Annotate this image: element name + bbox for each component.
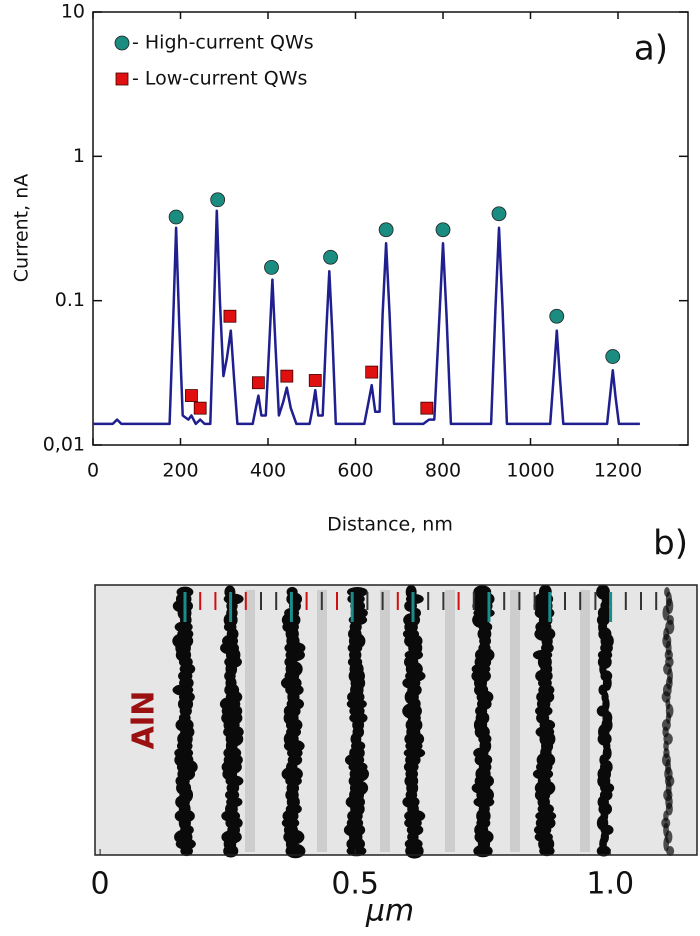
qw-marker <box>280 369 294 383</box>
faint-stripe <box>317 590 327 852</box>
x-tick-label: 800 <box>425 460 461 482</box>
y-tick-label: 0.1 <box>55 289 85 311</box>
plot-frame <box>92 11 689 446</box>
stripe-blob <box>180 845 193 857</box>
stripe-blob <box>666 845 675 857</box>
qw-marker <box>223 309 237 323</box>
legend-marker <box>115 72 129 86</box>
current-line <box>93 209 640 426</box>
qw-marker <box>435 222 451 238</box>
legend-marker <box>114 35 130 51</box>
legend-label: - Low-current QWs <box>132 68 307 90</box>
qw-marker <box>365 365 379 379</box>
x-tick-label: 1.0 <box>586 867 634 902</box>
qw-marker <box>193 401 207 415</box>
legend-label: - High-current QWs <box>132 32 314 54</box>
stripe-blob <box>596 845 611 857</box>
x-tick-label: 1200 <box>594 460 642 482</box>
y-axis-label: Current, nA <box>11 174 33 282</box>
x-axis-label: Distance, nm <box>327 514 453 536</box>
qw-marker <box>168 209 184 225</box>
y-tick-label: 1 <box>73 145 85 167</box>
faint-stripe <box>580 590 590 852</box>
x-tick-label: 600 <box>337 460 373 482</box>
qw-marker <box>605 349 621 364</box>
stripe-blob <box>473 796 495 808</box>
qw-marker <box>264 260 279 275</box>
image-background <box>95 585 697 855</box>
x-tick-label: 0.5 <box>331 867 379 902</box>
y-tick-label: 0,01 <box>43 434 85 456</box>
qw-marker <box>308 374 322 387</box>
stripe-blob <box>473 844 493 858</box>
x-tick-label: 1000 <box>506 460 554 482</box>
qw-marker <box>323 249 338 265</box>
faint-stripe <box>380 590 390 852</box>
stripe-blob <box>175 838 196 850</box>
faint-stripe <box>510 590 520 852</box>
stripe-blob <box>285 843 306 859</box>
stripe-blob <box>405 843 424 859</box>
material-label: AlN <box>127 691 162 750</box>
image-frame <box>94 584 698 856</box>
faint-stripe <box>445 590 455 852</box>
qw-marker <box>491 206 507 222</box>
stripe-blob <box>346 845 367 857</box>
x-tick-label: 0 <box>87 460 99 482</box>
panel-label: b) <box>653 524 688 564</box>
qw-marker <box>420 401 434 415</box>
stripe-blob <box>539 845 555 857</box>
qw-marker <box>210 192 226 208</box>
y-tick-label: 10 <box>61 1 85 23</box>
qw-marker <box>549 308 565 324</box>
x-tick-label: 200 <box>162 460 198 482</box>
x-tick-label: 0 <box>91 867 110 902</box>
qw-marker <box>185 389 198 402</box>
qw-marker <box>251 376 265 390</box>
x-axis-label: μm <box>365 894 414 929</box>
faint-stripe <box>245 590 255 852</box>
panel-label: a) <box>634 29 668 69</box>
x-tick-label: 400 <box>250 460 286 482</box>
micrograph <box>95 584 697 859</box>
qw-marker <box>378 222 394 238</box>
